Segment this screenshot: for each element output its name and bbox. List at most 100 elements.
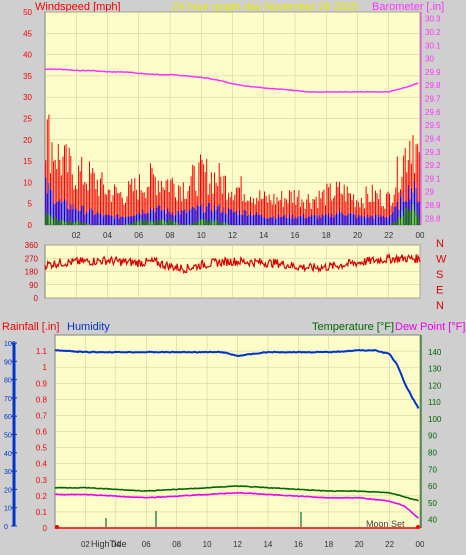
time-tick-label: 08 — [166, 231, 175, 240]
time-tick-label: 14 — [263, 540, 272, 549]
time-tick-label: 16 — [291, 231, 300, 240]
humidity-tick-label: 90 — [4, 359, 12, 366]
windspeed-tick-label: 35 — [23, 72, 32, 81]
barometer-tick-label: 28.9 — [425, 201, 441, 210]
time-tick-label: 22 — [384, 231, 393, 240]
temperature-tick-label: 50 — [428, 499, 437, 508]
tide-moon-annotations: HighTide Moon Set — [91, 511, 405, 549]
temperature-tick-label: 90 — [428, 432, 437, 441]
humidity-tick-label: 30 — [4, 469, 12, 476]
temperature-tick-label: 40 — [428, 516, 437, 525]
windspeed-axis: 0 5 10 15 20 25 30 35 40 45 50 — [23, 8, 32, 230]
wind-grid — [45, 11, 421, 226]
temperature-line — [54, 484, 419, 502]
dewpoint-title: Dew Point [°F] — [395, 321, 465, 333]
direction-tick-label: 180 — [25, 268, 39, 277]
time-tick-label: 20 — [353, 231, 362, 240]
rainfall-tick-label: 0.7 — [36, 411, 48, 420]
humidity-time-axis: 02 04 06 08 10 12 14 16 18 20 22 00 — [81, 540, 425, 549]
wind-series — [44, 68, 420, 225]
direction-grid — [45, 244, 421, 299]
humidity-tick-label: 20 — [4, 487, 12, 494]
compass-label: W — [436, 254, 447, 266]
humidity-series — [54, 348, 420, 529]
rainfall-tick-label: 1 — [43, 363, 48, 372]
humidity-tick-label: 100 — [4, 341, 16, 348]
wind-minimum-bars — [45, 204, 420, 225]
temperature-tick-label: 120 — [428, 381, 442, 390]
barometer-tick-label: 30.1 — [425, 41, 441, 50]
barometer-tick-label: 29.8 — [425, 81, 441, 90]
humidity-tick-label: 80 — [4, 378, 12, 385]
time-tick-label: 02 — [81, 540, 90, 549]
barometer-tick-label: 29 — [425, 188, 434, 197]
direction-degree-axis: 0 90 180 270 360 — [25, 241, 39, 303]
windspeed-tick-label: 10 — [23, 178, 32, 187]
humidity-tick-label: 50 — [4, 433, 12, 440]
barometer-tick-label: 28.8 — [425, 214, 441, 223]
moon-set-label: Moon Set — [366, 519, 405, 529]
rainfall-tick-label: 0.3 — [36, 476, 48, 485]
time-tick-label: 18 — [322, 231, 331, 240]
barometer-tick-label: 29.1 — [425, 174, 441, 183]
humidity-tick-label: 0 — [4, 524, 8, 531]
compass-label: N — [436, 238, 444, 250]
temperature-tick-label: 60 — [428, 482, 437, 491]
direction-tick-label: 0 — [34, 294, 39, 303]
rainfall-tick-label: 1.1 — [36, 347, 48, 356]
compass-label: S — [436, 269, 443, 281]
rainfall-start-point — [55, 525, 59, 529]
direction-tick-label: 270 — [25, 254, 39, 263]
humidity-grid — [55, 335, 421, 529]
time-tick-label: 12 — [228, 231, 237, 240]
rainfall-tick-label: 0.4 — [36, 460, 48, 469]
temperature-title: Temperature [°F] — [312, 321, 394, 333]
humidity-tick-label: 60 — [4, 414, 12, 421]
windspeed-tick-label: 0 — [28, 221, 33, 230]
humidity-left-ticks: 0 10 20 30 40 50 60 70 80 90 100 — [4, 341, 17, 531]
compass-label: E — [436, 285, 443, 297]
barometer-title: Barometer [.in] — [372, 1, 444, 13]
time-tick-label: 04 — [111, 540, 120, 549]
direction-series — [44, 252, 421, 275]
humidity-title: Humidity — [67, 321, 110, 333]
humidity-tick-label: 70 — [4, 396, 12, 403]
windspeed-title: Windspeed [mph] — [35, 1, 121, 13]
time-tick-label: 16 — [294, 540, 303, 549]
barometer-tick-label: 29.9 — [425, 68, 441, 77]
time-tick-label: 20 — [355, 540, 364, 549]
rainfall-tick-label: 0.9 — [36, 379, 48, 388]
wind-time-axis: 02 04 06 08 10 12 14 16 18 20 22 00 — [72, 231, 425, 240]
windspeed-tick-label: 25 — [23, 115, 32, 124]
direction-tick-label: 360 — [25, 241, 39, 250]
barometer-tick-label: 29.2 — [425, 161, 441, 170]
humidity-line — [54, 348, 420, 409]
barometer-tick-label: 30 — [425, 55, 434, 64]
barometer-tick-label: 29.7 — [425, 95, 441, 104]
temperature-tick-label: 140 — [428, 348, 442, 357]
time-tick-label: 18 — [324, 540, 333, 549]
rainfall-tick-label: 0.8 — [36, 395, 48, 404]
barometer-tick-label: 29.4 — [425, 134, 441, 143]
rainfall-tick-label: 0 — [43, 524, 48, 533]
time-tick-label: 08 — [172, 540, 181, 549]
barometer-axis: 28.8 28.9 29 29.1 29.2 29.3 29.4 29.5 29.6 29.7 29… — [420, 12, 441, 225]
time-tick-label: 10 — [197, 231, 206, 240]
barometer-line — [44, 68, 419, 93]
rainfall-tick-label: 0.6 — [36, 428, 48, 437]
rainfall-end-point — [416, 525, 420, 529]
time-tick-label: 22 — [385, 540, 394, 549]
temperature-tick-label: 70 — [428, 465, 437, 474]
time-tick-label: 00 — [416, 540, 425, 549]
windspeed-tick-label: 30 — [23, 93, 32, 102]
time-tick-label: 06 — [134, 231, 143, 240]
windspeed-tick-label: 5 — [28, 200, 33, 209]
rainfall-title: Rainfall [.in] — [2, 321, 59, 333]
time-tick-label: 02 — [72, 231, 81, 240]
temperature-tick-label: 110 — [428, 398, 441, 407]
rainfall-axis: 0 0.1 0.2 0.3 0.4 0.5 0.6 0.7 0.8 0.9 1 1.1 — [36, 347, 48, 533]
humidity-tick-label: 40 — [4, 451, 12, 458]
